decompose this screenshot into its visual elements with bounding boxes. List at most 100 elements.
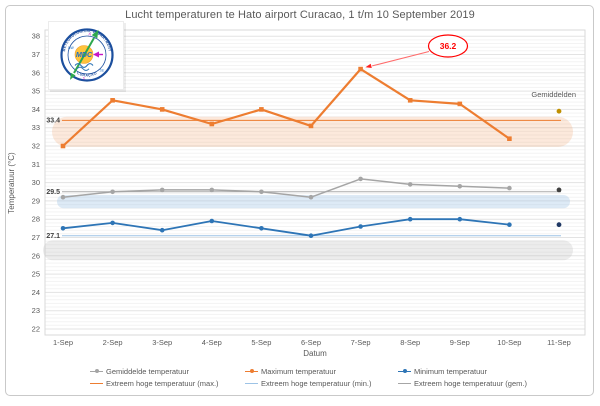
legend-label: Extreem hoge temperatuur (min.) [261, 378, 372, 388]
data-point [407, 98, 413, 103]
x-tick-label: 2-Sep [103, 338, 123, 347]
plot-area-border [44, 29, 586, 336]
annotation-bubble [427, 34, 469, 58]
logo-compass-s: S [83, 77, 86, 81]
highlight-band [57, 195, 570, 209]
series-line [62, 67, 511, 147]
highlight-band [43, 240, 573, 261]
mdc-logo-graphic: METEOROLOGICAL DEPARTMENT CURAÇAO NW N S… [60, 28, 114, 82]
data-point [358, 66, 363, 72]
x-tick-label: 7-Sep [351, 338, 371, 347]
data-point [457, 184, 463, 189]
x-tick-label: 10-Sep [497, 338, 521, 347]
data-point [308, 233, 314, 238]
reference-line-label: 27.1 [46, 233, 60, 240]
annotation-arrowhead [365, 63, 372, 68]
y-tick-label: 25 [32, 270, 40, 279]
legend-sample-gemiddelde [90, 368, 103, 373]
data-point [209, 187, 215, 193]
data-point [407, 182, 413, 187]
data-point [259, 189, 264, 195]
y-tick-label: 31 [32, 160, 40, 169]
legend-sample-maximum [245, 368, 258, 373]
legend-item-extreem-hoog-gem: Extreem hoge temperatuur (gem.) [398, 378, 527, 388]
y-tick-label: 23 [32, 306, 40, 315]
x-tick-label: 3-Sep [152, 338, 172, 347]
logo-wave-2 [76, 66, 90, 71]
y-tick-label: 33 [32, 123, 40, 132]
logo-compass-nw: NW [68, 46, 75, 50]
data-point [110, 189, 115, 195]
logo-vane-arrow [93, 51, 99, 58]
annotation-text: 36.2 [440, 41, 457, 51]
y-tick-label: 37 [32, 50, 40, 59]
data-point [457, 216, 463, 222]
x-tick-label: 9-Sep [450, 338, 470, 347]
y-tick-label: 27 [32, 233, 40, 242]
series-line [62, 178, 510, 198]
highlight-band [52, 116, 573, 147]
data-point [507, 185, 512, 191]
x-tick-label: 6-Sep [301, 338, 321, 347]
average-dot [556, 187, 562, 193]
data-point [358, 224, 363, 229]
x-tick-label: 8-Sep [400, 338, 420, 347]
averages-label: Gemiddelden [531, 90, 576, 99]
legend-sample-extreem-gem [398, 382, 411, 384]
legend-label: Extreem hoge temperatuur (max.) [106, 378, 219, 388]
legend-item-maximum-temperatuur: Maximum temperatuur [245, 367, 336, 376]
y-tick-label: 30 [32, 178, 40, 187]
reference-line-label: 33.4 [46, 118, 60, 125]
data-point [159, 107, 165, 112]
legend-sample-minimum [398, 368, 411, 373]
data-point [110, 220, 115, 226]
legend-label: Extreem hoge temperatuur (gem.) [414, 378, 527, 388]
y-tick-label: 28 [32, 215, 40, 224]
data-point [507, 222, 512, 227]
data-point [60, 143, 66, 149]
legend-item-extreem-hoog-min: Extreem hoge temperatuur (min.) [245, 378, 372, 388]
logo-ring-bottom-text: CURAÇAO [76, 71, 97, 78]
x-tick-label: 1-Sep [53, 338, 73, 347]
y-tick-label: 36 [32, 68, 40, 77]
legend-item-minimum-temperatuur: Minimum temperatuur [398, 366, 487, 376]
y-tick-label: 34 [32, 105, 40, 114]
y-tick-label: 26 [32, 251, 40, 260]
x-tick-label: 4-Sep [202, 338, 222, 347]
y-tick-label: 22 [32, 325, 40, 334]
data-point [407, 216, 413, 222]
data-point [259, 107, 264, 112]
logo-wind-tail [70, 72, 76, 80]
y-tick-label: 35 [32, 87, 40, 96]
data-point [209, 121, 215, 127]
mdc-logo: METEOROLOGICAL DEPARTMENT CURAÇAO NW N S… [48, 21, 124, 90]
data-point [60, 226, 66, 231]
data-point [159, 227, 165, 233]
data-point [159, 187, 165, 193]
x-tick-label: 11-Sep [547, 338, 571, 347]
data-point [60, 194, 66, 200]
y-tick-label: 32 [32, 142, 40, 151]
legend-sample-extreem-min [245, 382, 258, 384]
data-point [358, 176, 363, 182]
average-dot [556, 108, 562, 114]
legend-item-gemiddelde-temperatuur: Gemiddelde temperatuur [90, 366, 189, 376]
data-point [308, 123, 314, 129]
data-point [507, 136, 512, 141]
chart-title: Lucht temperaturen te Hato airport Curac… [125, 9, 475, 21]
data-point [259, 226, 264, 231]
x-axis-title: Datum [303, 349, 327, 358]
y-axis-title: Temperatuur (°C) [7, 152, 16, 214]
series-line [62, 218, 510, 237]
logo-compass-n: N [89, 33, 92, 37]
legend-label: Gemiddelde temperatuur [106, 366, 189, 376]
logo-center-text: MDC [76, 50, 93, 59]
logo-wave-1 [74, 63, 94, 68]
x-tick-label: 5-Sep [251, 338, 271, 347]
logo-wind-arrow [73, 37, 95, 74]
logo-compass-se: SE [100, 69, 105, 73]
reference-line-label: 29.5 [46, 189, 60, 196]
legend-label: Minimum temperatuur [414, 366, 487, 376]
average-dot [556, 222, 562, 228]
